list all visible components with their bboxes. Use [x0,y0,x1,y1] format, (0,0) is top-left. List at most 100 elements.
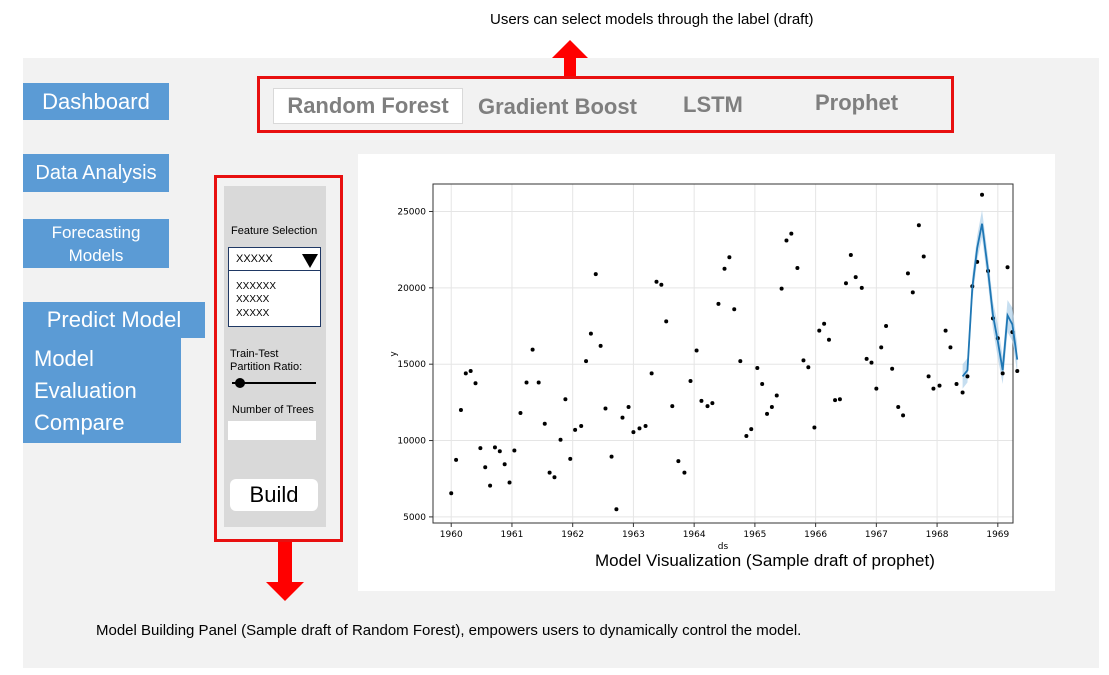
observed-point [890,366,895,371]
nav-dashboard[interactable]: Dashboard [23,83,169,120]
observed-point [649,371,654,376]
observed-point [848,253,853,258]
observed-point [884,324,889,329]
nav-eval-label-line2: Evaluation [34,377,137,403]
observed-point [744,433,749,438]
observed-point [853,275,858,280]
observed-point [530,347,535,352]
nav-dashboard-label: Dashboard [42,88,150,114]
observed-point [670,404,675,409]
observed-point [643,424,648,429]
observed-point [822,321,827,326]
number-of-trees-input[interactable] [228,421,316,440]
observed-point [833,398,838,403]
build-button[interactable]: Build [230,479,318,511]
observed-points [449,192,1020,512]
x-tick-label: 1962 [561,530,584,540]
observed-point [449,491,454,496]
observed-point [512,448,517,453]
visualization-card [358,154,1055,591]
observed-point [497,449,502,454]
x-tick-label: 1969 [986,530,1009,540]
feature-option[interactable]: XXXXXX [236,281,277,292]
observed-point [620,415,625,420]
tabs-caption: Users can select models through the labe… [490,11,814,28]
observed-point [869,360,874,365]
tab-lstm[interactable]: LSTM [683,92,743,117]
observed-point [843,281,848,286]
observed-point [552,475,557,480]
observed-point [473,381,478,386]
observed-point [463,371,468,376]
observed-point [584,359,589,364]
feature-option[interactable]: XXXXX [236,294,270,305]
observed-point [454,457,459,462]
observed-point [910,290,915,295]
nav-forecasting-models[interactable]: Forecasting Models [23,219,169,268]
arrow-up-icon [552,40,588,77]
feature-select-header[interactable] [228,247,321,271]
observed-point [774,393,779,398]
observed-point [688,378,693,383]
tab-random-forest[interactable]: Random Forest [273,88,463,124]
observed-point [789,231,794,236]
partition-ratio-slider-thumb[interactable] [235,378,246,388]
observed-point [722,266,727,271]
axis-ticks: 1960 1961 1962 1963 1964 1965 1966 1967 1968 1969… [397,207,1009,540]
feature-selection-label: Feature Selection [231,225,318,237]
observed-point [598,343,603,348]
nav-predict-model[interactable]: Predict Model [23,302,205,338]
observed-point [631,430,636,435]
observed-point [765,411,770,416]
observed-point [738,359,743,364]
observed-point [760,382,765,387]
nav-predict-label: Predict Model [46,307,182,332]
x-tick-label: 1964 [683,530,706,540]
nav-forecasting-label-line1: Forecasting [51,222,141,242]
observed-point [1000,371,1005,376]
dropdown-triangle-icon[interactable] [302,254,318,268]
partition-ratio-label-line1: Train-Test [230,348,279,360]
observed-point [458,408,463,412]
x-tick-label: 1963 [622,530,645,540]
observed-point [518,411,523,416]
nav-model-evaluation[interactable]: Model Evaluation Compare [23,338,181,443]
plot-area-frame [432,183,1014,524]
observed-point [931,386,936,391]
observed-point [676,459,681,464]
observed-point [593,272,598,277]
forecast-line [961,223,1019,377]
observed-point [654,279,659,284]
observed-point [926,374,931,379]
observed-point [626,404,631,409]
observed-point [563,397,568,402]
partition-ratio-slider[interactable] [232,382,316,384]
observed-point [542,421,547,426]
observed-point [727,255,732,260]
nav-data-analysis-label: Data Analysis [35,161,157,184]
observed-point [879,345,884,350]
observed-point [488,483,493,488]
panel-caption: Model Building Panel (Sample draft of Ra… [96,622,802,639]
feature-option[interactable]: XXXXX [236,308,270,319]
observed-point [588,331,593,336]
nav-data-analysis[interactable]: Data Analysis [23,154,169,192]
observed-point [817,328,822,333]
nav-eval-label-line3: Compare [34,409,125,435]
observed-point [682,470,687,475]
chart-grid [433,184,1013,523]
observed-point [826,337,831,342]
y-tick-label: 15000 [397,360,426,370]
model-tabs-highlight [257,76,954,133]
tab-gradient-boost[interactable]: Gradient Boost [478,94,637,119]
observed-point [937,383,942,388]
y-tick-label: 10000 [397,437,426,447]
observed-point [864,356,869,361]
observed-point [483,465,488,470]
observed-point [637,426,642,431]
observed-point [659,282,664,287]
observed-point [558,437,563,442]
tab-prophet[interactable]: Prophet [815,90,899,115]
observed-point [492,445,497,450]
observed-point [801,358,806,363]
